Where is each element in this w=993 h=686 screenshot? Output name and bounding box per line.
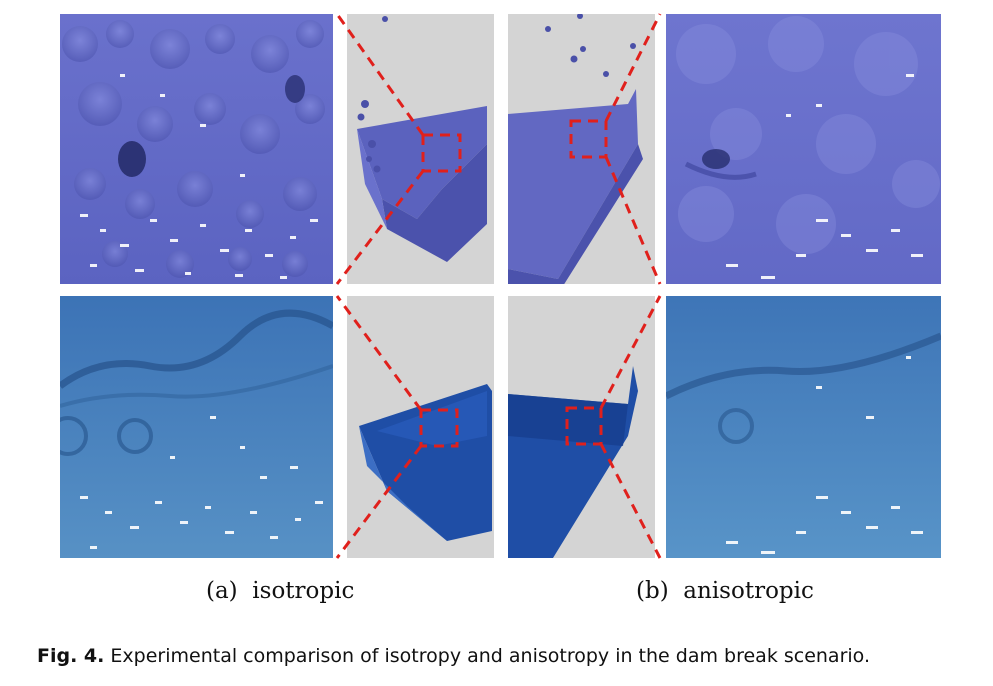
subcaption-a-title: isotropic — [252, 578, 355, 604]
subcaption-b-title: anisotropic — [683, 578, 814, 604]
isotropic-top-overview-image — [347, 14, 494, 284]
subcaption-b-label: (b) — [636, 578, 669, 604]
isotropic-bottom-zoom-image — [60, 296, 333, 558]
anisotropic-top-zoom-image — [666, 14, 941, 284]
subcaption-a: (a) isotropic — [206, 578, 354, 604]
anisotropic-bottom-overview-image — [508, 296, 655, 558]
subcaption-a-label: (a) — [206, 578, 238, 604]
anisotropic-top-overview-image — [508, 14, 655, 284]
anisotropic-bottom-zoom-image — [666, 296, 941, 558]
isotropic-bottom-overview-image — [347, 296, 494, 558]
figure-label: Fig. 4. — [37, 645, 105, 667]
subcaption-b: (b) anisotropic — [636, 578, 814, 604]
isotropic-top-zoom-image — [60, 14, 333, 284]
figure-caption-text: Experimental comparison of isotropy and … — [110, 645, 870, 667]
figure-caption: Fig. 4. Experimental comparison of isotr… — [37, 645, 977, 667]
